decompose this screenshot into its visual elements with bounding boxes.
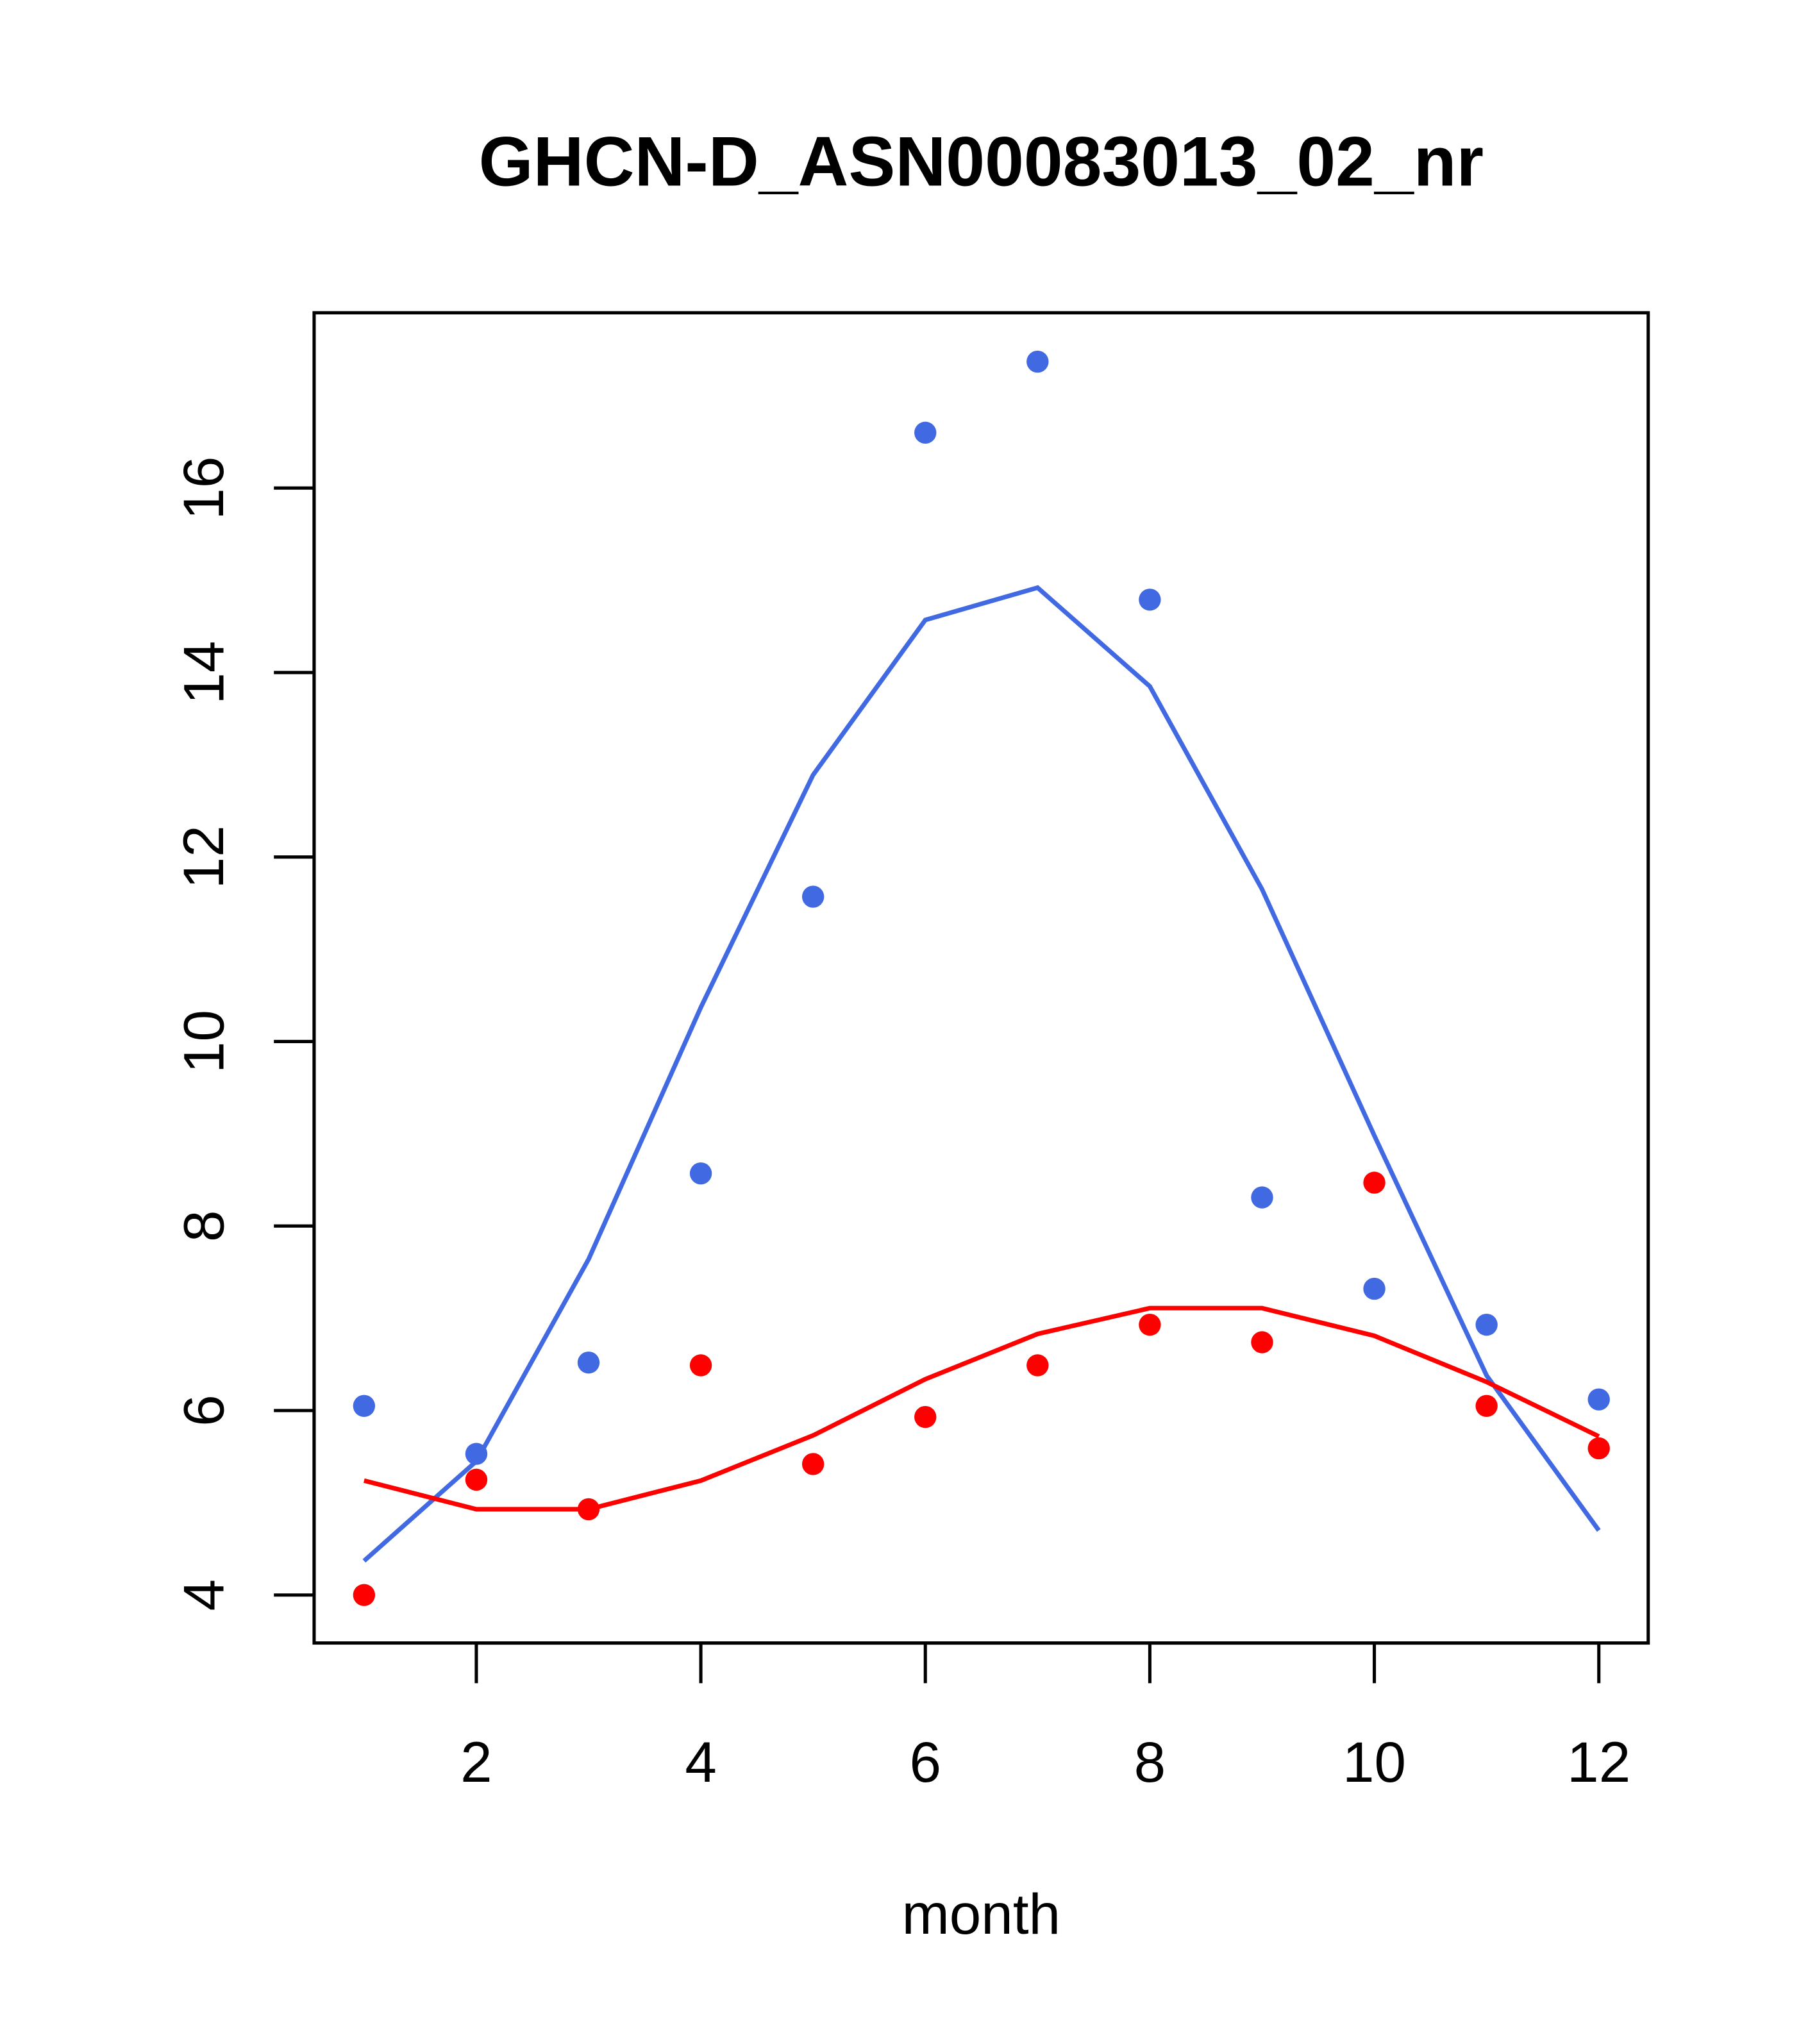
red-points: [353, 1171, 1610, 1606]
red-points-point: [1251, 1331, 1273, 1353]
x-tick-label: 4: [685, 1730, 717, 1794]
red-points-point: [801, 1453, 825, 1475]
blue-points-point: [1026, 350, 1049, 373]
y-tick-label: 8: [171, 1210, 235, 1242]
red-points-point: [1363, 1171, 1386, 1194]
blue-points-point: [1139, 589, 1161, 611]
blue-points-point: [801, 885, 825, 908]
blue-points-point: [353, 1395, 376, 1417]
blue-points-point: [577, 1351, 600, 1374]
y-tick-label: 14: [171, 641, 235, 704]
red-points-point: [465, 1468, 488, 1491]
y-axis: 4 6 8 10 12 14 16: [171, 457, 316, 1611]
y-tick-label: 4: [171, 1579, 235, 1611]
x-axis: 2 4 6 8 10 12: [460, 1641, 1630, 1794]
x-tick-label: 10: [1343, 1730, 1406, 1794]
red-points-point: [914, 1405, 937, 1428]
red-points-point: [689, 1354, 712, 1377]
y-tick-label: 16: [171, 457, 235, 520]
x-tick-label: 6: [909, 1730, 941, 1794]
blue-points-point: [689, 1162, 712, 1185]
series-layer: [353, 350, 1610, 1606]
red-line: [363, 1305, 1600, 1512]
blue-points-point: [1251, 1186, 1273, 1209]
blue-points-point: [914, 421, 937, 444]
red-points-point: [1475, 1395, 1498, 1417]
blue-points-point: [1363, 1277, 1386, 1300]
plot-frame: [312, 311, 1650, 1645]
y-tick-label: 12: [171, 825, 235, 889]
x-tick-label: 12: [1567, 1730, 1630, 1794]
red-points-point: [1587, 1437, 1610, 1460]
blue-points-point: [465, 1443, 488, 1465]
x-tick-label: 2: [460, 1730, 492, 1794]
blue-points: [353, 350, 1610, 1465]
blue-points-point: [1587, 1388, 1610, 1411]
red-points-point: [577, 1498, 600, 1521]
red-points-point: [1026, 1354, 1049, 1377]
red-points-point: [1139, 1313, 1161, 1336]
x-tick-label: 8: [1134, 1730, 1166, 1794]
blue-line: [362, 585, 1601, 1563]
y-tick-label: 10: [171, 1010, 235, 1073]
y-tick-label: 6: [171, 1395, 235, 1427]
x-axis-label: month: [902, 1882, 1061, 1946]
red-points-point: [353, 1584, 376, 1606]
chart-title: GHCN-D_ASN00083013_02_nr: [479, 122, 1484, 201]
blue-points-point: [1475, 1313, 1498, 1336]
